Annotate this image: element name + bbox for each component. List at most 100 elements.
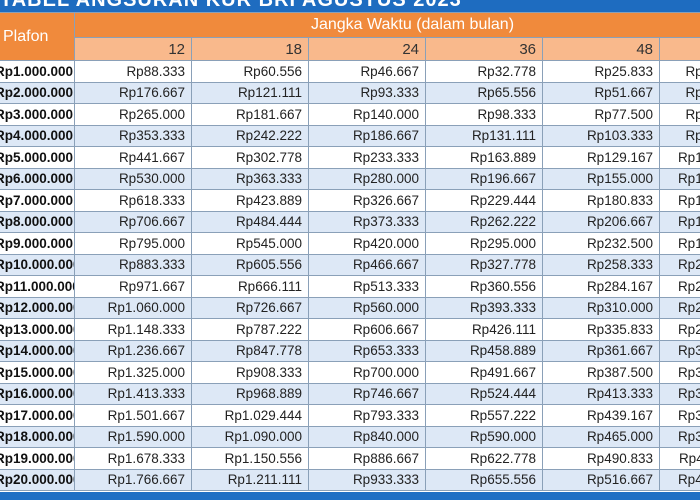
- plafon-cell: Rp6.000.000: [0, 167, 75, 190]
- installment-cell: Rp325.000: [659, 361, 700, 384]
- table-row: Rp20.000.000Rp1.766.667Rp1.211.111Rp933.…: [0, 468, 700, 491]
- installment-cell: Rp88.333: [74, 60, 192, 83]
- installment-cell: Rp65.000: [659, 103, 700, 126]
- installment-cell: Rp1.060.000: [74, 296, 192, 319]
- installment-cell: Rp173.333: [659, 210, 700, 233]
- table-row: Rp5.000.000 Rp441.667 Rp302.778 Rp233.333 Rp…: [0, 146, 700, 169]
- installment-cell: Rp1.148.333: [74, 318, 192, 341]
- installment-cell: Rp653.333: [308, 339, 426, 362]
- term-header-24: 24: [308, 37, 426, 61]
- installment-cell: Rp423.889: [191, 189, 309, 212]
- installment-cell: Rp140.000: [308, 103, 426, 126]
- term-header-18: 18: [191, 37, 309, 61]
- installment-cell: Rp361.667: [542, 339, 660, 362]
- installment-cell: Rp326.667: [308, 189, 426, 212]
- installment-cell: Rp310.000: [542, 296, 660, 319]
- installment-cell: Rp46.667: [308, 60, 426, 83]
- title-bar: TABEL ANGSURAN KUR BRI AGUSTUS 2023: [0, 0, 700, 12]
- installment-cell: Rp1.029.444: [191, 404, 309, 427]
- installment-cell: Rp181.667: [191, 103, 309, 126]
- installment-cell: Rp387.500: [542, 361, 660, 384]
- installment-cell: Rp557.222: [425, 404, 543, 427]
- table-title: TABEL ANGSURAN KUR BRI AGUSTUS 2023: [0, 0, 462, 11]
- installment-cell: Rp655.556: [425, 468, 543, 491]
- installment-cell: Rp700.000: [308, 361, 426, 384]
- installment-cell: Rp1.590.000: [74, 425, 192, 448]
- installment-cell: Rp706.667: [74, 210, 192, 233]
- installment-cell: Rp1.501.667: [74, 404, 192, 427]
- installment-cell: Rp524.444: [425, 382, 543, 405]
- installment-cell: Rp238.333: [659, 275, 700, 298]
- installment-cell: Rp933.333: [308, 468, 426, 491]
- table-row: Rp6.000.000 Rp530.000 Rp363.333 Rp280.000 Rp…: [0, 167, 700, 190]
- installment-cell: Rp530.000: [74, 167, 192, 190]
- installment-cell: Rp373.333: [308, 210, 426, 233]
- installment-cell: Rp130.000: [659, 167, 700, 190]
- plafon-cell: Rp1.000.000: [0, 60, 75, 83]
- table-row: Rp18.000.000Rp1.590.000Rp1.090.000Rp840.…: [0, 425, 700, 448]
- table-row: Rp1.000.000 Rp88.333 Rp60.556 Rp46.667 Rp32.…: [0, 60, 700, 83]
- installment-cell: Rp21.667: [659, 60, 700, 83]
- installment-cell: Rp426.111: [425, 318, 543, 341]
- installment-cell: Rp265.000: [74, 103, 192, 126]
- table-row: Rp16.000.000Rp1.413.333Rp968.889Rp746.66…: [0, 382, 700, 405]
- installment-cell: Rp666.111: [191, 275, 309, 298]
- term-header-36: 36: [425, 37, 543, 61]
- installment-cell: Rp51.667: [542, 81, 660, 104]
- plafon-cell: Rp3.000.000: [0, 103, 75, 126]
- installment-cell: Rp622.778: [425, 447, 543, 470]
- table-row: Rp4.000.000 Rp353.333 Rp242.222 Rp186.667 Rp…: [0, 124, 700, 147]
- plafon-cell: Rp5.000.000: [0, 146, 75, 169]
- installment-cell: Rp606.667: [308, 318, 426, 341]
- installment-cell: Rp195.000: [659, 232, 700, 255]
- installment-cell: Rp390.000: [659, 425, 700, 448]
- table-body: Rp1.000.000 Rp88.333 Rp60.556 Rp46.667 Rp32.…: [0, 60, 700, 491]
- table-header: Plafon Jangka Waktu (dalam bulan) 12 18 …: [0, 12, 700, 61]
- installment-cell: Rp280.000: [308, 167, 426, 190]
- installment-cell: Rp618.333: [74, 189, 192, 212]
- installment-cell: Rp605.556: [191, 253, 309, 276]
- installment-cell: Rp353.333: [74, 124, 192, 147]
- table-row: Rp14.000.000Rp1.236.667Rp847.778Rp653.33…: [0, 339, 700, 362]
- table-row: Rp12.000.000Rp1.060.000Rp726.667Rp560.00…: [0, 296, 700, 319]
- installment-cell: Rp590.000: [425, 425, 543, 448]
- term-header-60: 60: [659, 37, 700, 61]
- installment-cell: Rp1.678.333: [74, 447, 192, 470]
- installment-cell: Rp43.333: [659, 81, 700, 104]
- installment-cell: Rp1.766.667: [74, 468, 192, 491]
- table-row: Rp15.000.000Rp1.325.000Rp908.333Rp700.00…: [0, 361, 700, 384]
- installment-cell: Rp60.556: [191, 60, 309, 83]
- installment-cell: Rp360.556: [425, 275, 543, 298]
- installment-cell: Rp86.667: [659, 124, 700, 147]
- installment-cell: Rp176.667: [74, 81, 192, 104]
- installment-cell: Rp465.000: [542, 425, 660, 448]
- installment-cell: Rp206.667: [542, 210, 660, 233]
- installment-cell: Rp258.333: [542, 253, 660, 276]
- installment-cell: Rp908.333: [191, 361, 309, 384]
- installment-cell: Rp346.667: [659, 382, 700, 405]
- bottom-bar: [0, 492, 700, 500]
- table-row: Rp2.000.000 Rp176.667 Rp121.111 Rp93.333 Rp6…: [0, 81, 700, 104]
- installment-cell: Rp93.333: [308, 81, 426, 104]
- installment-cell: Rp1.090.000: [191, 425, 309, 448]
- installment-cell: Rp186.667: [308, 124, 426, 147]
- installment-cell: Rp968.889: [191, 382, 309, 405]
- table-row: Rp7.000.000 Rp618.333 Rp423.889 Rp326.667 Rp…: [0, 189, 700, 212]
- installment-cell: Rp302.778: [191, 146, 309, 169]
- installment-cell: Rp439.167: [542, 404, 660, 427]
- installment-cell: Rp262.222: [425, 210, 543, 233]
- installment-cell: Rp368.333: [659, 404, 700, 427]
- plafon-cell: Rp18.000.000: [0, 425, 75, 448]
- installment-cell: Rp971.667: [74, 275, 192, 298]
- table-row: Rp13.000.000Rp1.148.333Rp787.222Rp606.66…: [0, 318, 700, 341]
- installment-cell: Rp25.833: [542, 60, 660, 83]
- installment-cell: Rp795.000: [74, 232, 192, 255]
- installment-cell: Rp303.333: [659, 339, 700, 362]
- plafon-cell: Rp13.000.000: [0, 318, 75, 341]
- installment-cell: Rp284.167: [542, 275, 660, 298]
- installment-cell: Rp260.000: [659, 296, 700, 319]
- plafon-cell: Rp12.000.000: [0, 296, 75, 319]
- plafon-cell: Rp4.000.000: [0, 124, 75, 147]
- installment-cell: Rp77.500: [542, 103, 660, 126]
- table-row: Rp10.000.000Rp883.333Rp605.556Rp466.667R…: [0, 253, 700, 276]
